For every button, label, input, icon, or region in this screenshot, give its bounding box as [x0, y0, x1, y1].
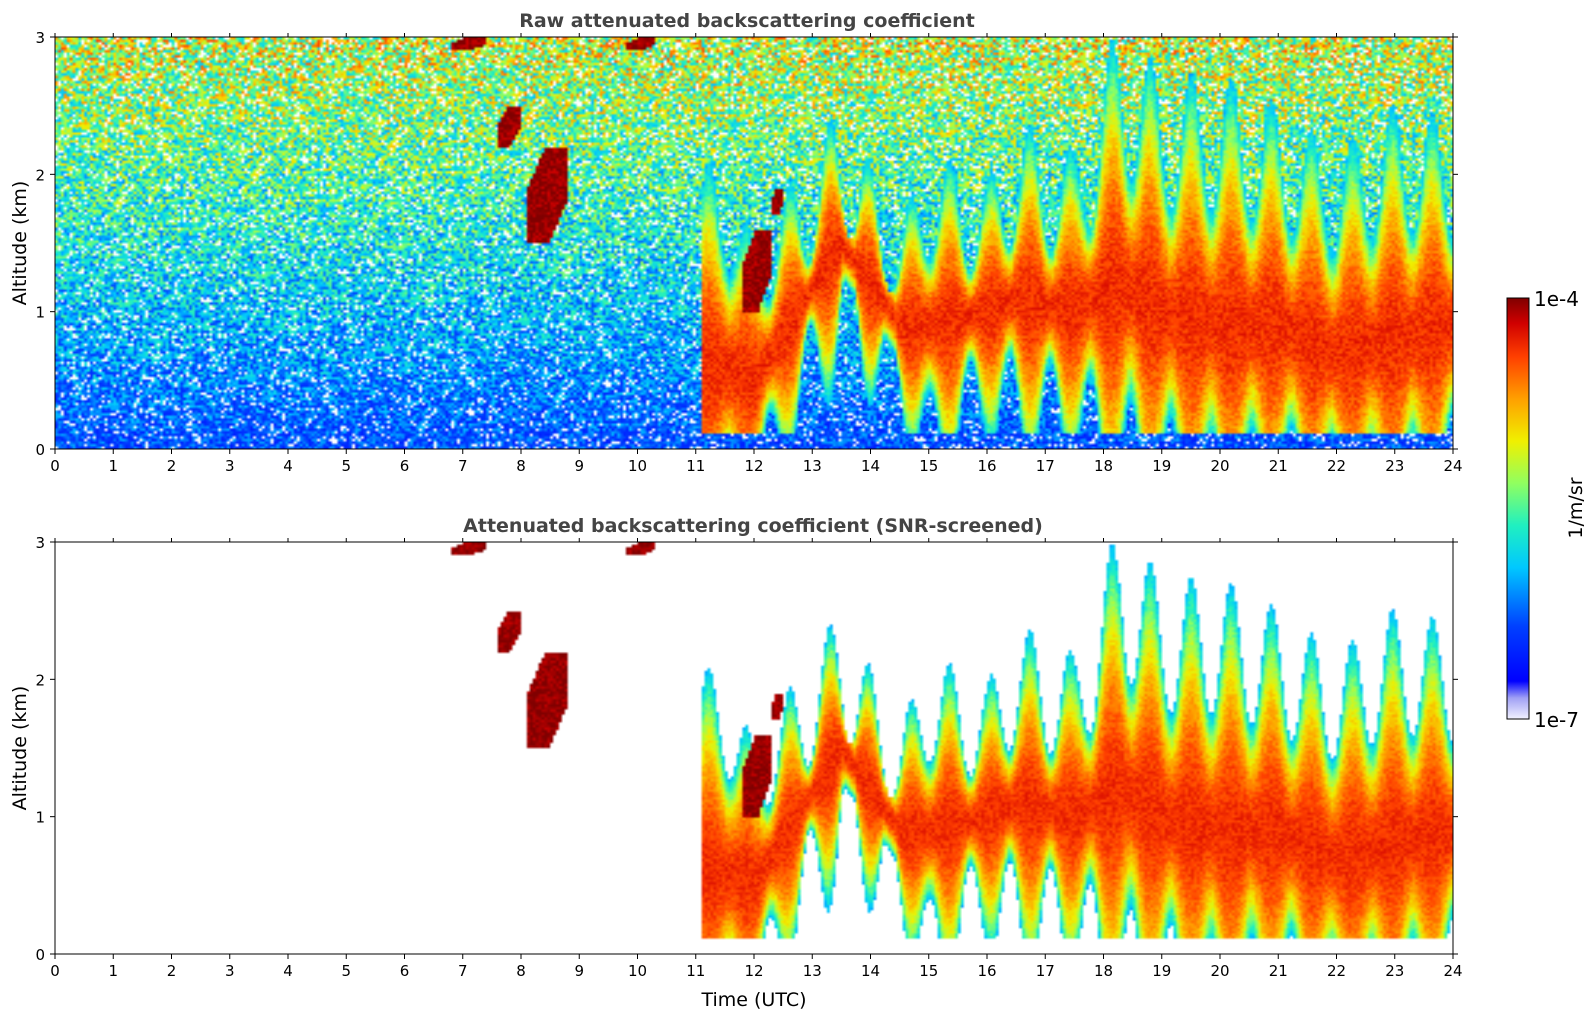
y-tick-label: 3 — [35, 534, 45, 552]
x-tick-label: 11 — [686, 962, 705, 980]
x-tick-label: 3 — [225, 962, 235, 980]
colorbar-unit-label: 1/m/sr — [1565, 477, 1587, 538]
chart-title: Attenuated backscattering coefficient (S… — [463, 515, 1043, 537]
x-tick-label: 3 — [225, 457, 235, 475]
x-tick-label: 1 — [108, 457, 118, 475]
colorbar: 1e-4 1e-7 1/m/sr — [1506, 287, 1587, 732]
x-tick-label: 22 — [1327, 962, 1346, 980]
x-tick-label: 9 — [574, 457, 584, 475]
x-tick-label: 4 — [283, 962, 293, 980]
y-axis-label: Altitude (km) — [9, 181, 31, 306]
x-tick-label: 22 — [1327, 457, 1346, 475]
x-tick-label: 1 — [108, 962, 118, 980]
x-tick-label: 8 — [516, 962, 526, 980]
x-tick-label: 19 — [1152, 457, 1171, 475]
x-tick-label: 23 — [1385, 457, 1404, 475]
x-tick-label: 18 — [1094, 457, 1113, 475]
y-tick-label: 1 — [35, 304, 45, 322]
x-tick-label: 5 — [341, 457, 351, 475]
axis-ticks: 0 1 2 3 4 5 6 7 8 9 10 11 12 13 14 15 16 17 18 19 20 21 22 23 24… — [35, 534, 1462, 980]
backscatter-heatmap — [55, 542, 1453, 954]
x-tick-label: 14 — [861, 457, 880, 475]
x-tick-label: 0 — [50, 457, 60, 475]
colorbar-gradient — [1506, 297, 1530, 720]
x-tick-label: 18 — [1094, 962, 1113, 980]
x-tick-label: 21 — [1269, 962, 1288, 980]
colorbar-max-label: 1e-4 — [1534, 287, 1579, 311]
x-tick-label: 21 — [1269, 457, 1288, 475]
x-tick-label: 5 — [341, 962, 351, 980]
y-tick-label: 2 — [35, 671, 45, 689]
x-tick-label: 15 — [919, 457, 938, 475]
x-tick-label: 20 — [1210, 962, 1229, 980]
x-tick-label: 2 — [167, 457, 177, 475]
x-tick-label: 20 — [1210, 457, 1229, 475]
x-tick-label: 19 — [1152, 962, 1171, 980]
x-tick-label: 11 — [686, 457, 705, 475]
x-tick-label: 14 — [861, 962, 880, 980]
x-tick-label: 6 — [400, 962, 410, 980]
y-tick-label: 3 — [35, 29, 45, 47]
y-tick-label: 1 — [35, 809, 45, 827]
x-tick-label: 9 — [574, 962, 584, 980]
x-tick-label: 10 — [628, 962, 647, 980]
x-tick-label: 0 — [50, 962, 60, 980]
backscatter-heatmap — [55, 37, 1453, 449]
raw-backscatter-panel: Raw attenuated backscattering coefficien… — [9, 10, 1463, 475]
chart-title: Raw attenuated backscattering coefficien… — [519, 10, 975, 32]
screened-backscatter-panel: Attenuated backscattering coefficient (S… — [9, 515, 1463, 1011]
x-tick-label: 17 — [1036, 457, 1055, 475]
y-tick-label: 2 — [35, 166, 45, 184]
x-tick-label: 17 — [1036, 962, 1055, 980]
x-tick-label: 2 — [167, 962, 177, 980]
x-tick-label: 13 — [803, 962, 822, 980]
x-tick-label: 13 — [803, 457, 822, 475]
y-tick-label: 0 — [35, 946, 45, 964]
x-tick-label: 24 — [1443, 962, 1462, 980]
x-tick-label: 16 — [977, 962, 996, 980]
x-tick-label: 12 — [744, 962, 763, 980]
y-tick-label: 0 — [35, 441, 45, 459]
axis-ticks: 0 1 2 3 4 5 6 7 8 9 10 11 12 13 14 15 16 17 18 19 20 21 22 23 24… — [35, 29, 1462, 475]
x-tick-label: 15 — [919, 962, 938, 980]
y-axis-label: Altitude (km) — [9, 686, 31, 811]
x-tick-label: 6 — [400, 457, 410, 475]
x-tick-label: 8 — [516, 457, 526, 475]
x-tick-label: 7 — [458, 962, 468, 980]
x-tick-label: 7 — [458, 457, 468, 475]
x-axis-label: Time (UTC) — [700, 989, 806, 1011]
x-tick-label: 12 — [744, 457, 763, 475]
x-tick-label: 16 — [977, 457, 996, 475]
colorbar-min-label: 1e-7 — [1534, 708, 1579, 732]
x-tick-label: 24 — [1443, 457, 1462, 475]
x-tick-label: 4 — [283, 457, 293, 475]
x-tick-label: 23 — [1385, 962, 1404, 980]
x-tick-label: 10 — [628, 457, 647, 475]
